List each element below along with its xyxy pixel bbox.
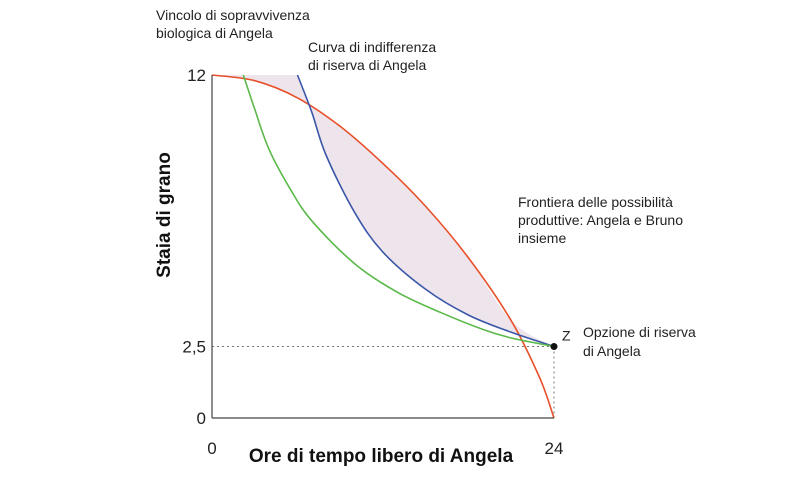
feasible-shaded-region <box>212 75 554 347</box>
x-tick-label: 24 <box>545 439 564 458</box>
frontier-curve <box>211 74 555 419</box>
svg-text:di Angela: di Angela <box>583 343 641 359</box>
svg-text:Frontiera delle possibilità: Frontiera delle possibilità <box>518 194 673 210</box>
point-z-marker <box>550 343 558 351</box>
svg-text:produttive: Angela e Bruno: produttive: Angela e Bruno <box>518 212 683 228</box>
reservation-option-label: Opzione di riserva di Angela <box>583 324 696 359</box>
y-axis-title: Staia di grano <box>154 152 175 278</box>
svg-text:Opzione di riserva: Opzione di riserva <box>583 324 696 340</box>
svg-text:Vincolo di sopravvivenza: Vincolo di sopravvivenza <box>156 7 310 23</box>
x-tick-label: 0 <box>207 439 216 458</box>
point-z-label: Z <box>562 328 571 344</box>
indifference-curve-label: Curva di indifferenza di riserva di Ange… <box>308 39 436 73</box>
y-tick-label: 2,5 <box>182 338 206 357</box>
survival-constraint-curve <box>242 74 555 348</box>
survival-constraint-label: Vincolo di sopravvivenza biologica di An… <box>156 7 310 41</box>
y-tick-label: 0 <box>197 409 206 428</box>
svg-text:insieme: insieme <box>518 230 566 246</box>
series-layer <box>211 74 555 419</box>
svg-text:di riserva di Angela: di riserva di Angela <box>308 57 427 73</box>
frontier-label: Frontiera delle possibilità produttive: … <box>518 194 683 246</box>
y-tick-label: 12 <box>187 66 206 85</box>
x-axis-title: Ore di tempo libero di Angela <box>249 446 514 467</box>
reservation-indifference-curve <box>296 74 555 348</box>
svg-text:biologica di Angela: biologica di Angela <box>156 25 273 41</box>
tick-layer: 0 2,5 12 0 24 <box>182 66 563 458</box>
svg-text:Curva di indifferenza: Curva di indifferenza <box>308 39 436 55</box>
